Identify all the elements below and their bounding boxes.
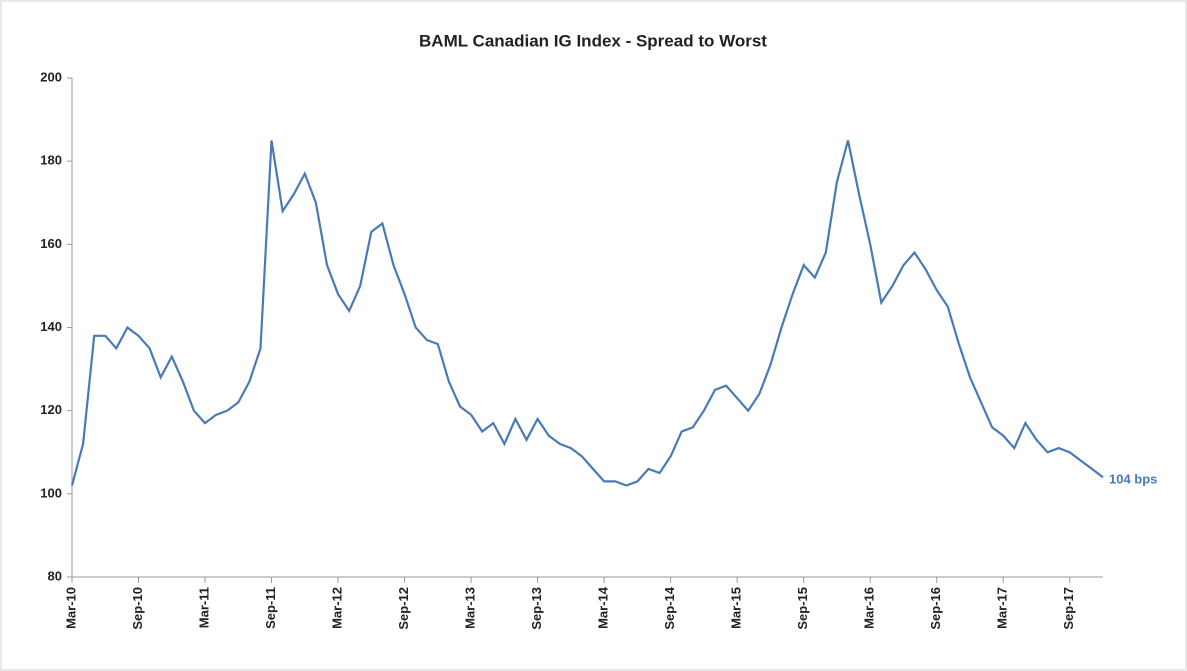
x-tick-label: Mar-16 (862, 587, 877, 629)
x-tick-label: Sep-13 (529, 587, 544, 630)
y-tick-label: 160 (40, 236, 62, 251)
y-tick-label: 200 (40, 69, 62, 84)
x-tick-label: Mar-11 (196, 587, 211, 628)
x-tick-label: Mar-15 (729, 587, 744, 629)
x-tick-label: Sep-11 (263, 587, 278, 629)
x-tick-label: Sep-10 (130, 587, 145, 630)
x-tick-label: Mar-13 (463, 587, 478, 629)
x-tick-label: Mar-10 (63, 587, 78, 629)
x-tick-label: Sep-16 (928, 587, 943, 630)
y-tick-label: 180 (40, 153, 62, 168)
x-tick-label: Sep-14 (662, 586, 677, 629)
y-tick-label: 80 (48, 568, 62, 583)
x-tick-label: Sep-17 (1061, 587, 1076, 630)
x-tick-label: Mar-17 (995, 587, 1010, 629)
series-line (70, 140, 1104, 487)
x-tick-label: Sep-15 (795, 587, 810, 630)
value-label: 104 bps (1109, 472, 1157, 487)
y-tick-label: 100 (40, 485, 62, 500)
chart-title: BAML Canadian IG Index - Spread to Worst (419, 31, 767, 50)
x-tick-label: Mar-14 (596, 586, 611, 629)
y-tick-label: 140 (40, 319, 62, 334)
x-tick-label: Sep-12 (396, 587, 411, 630)
y-tick-label: 120 (40, 402, 62, 417)
x-tick-label: Mar-12 (330, 587, 345, 629)
